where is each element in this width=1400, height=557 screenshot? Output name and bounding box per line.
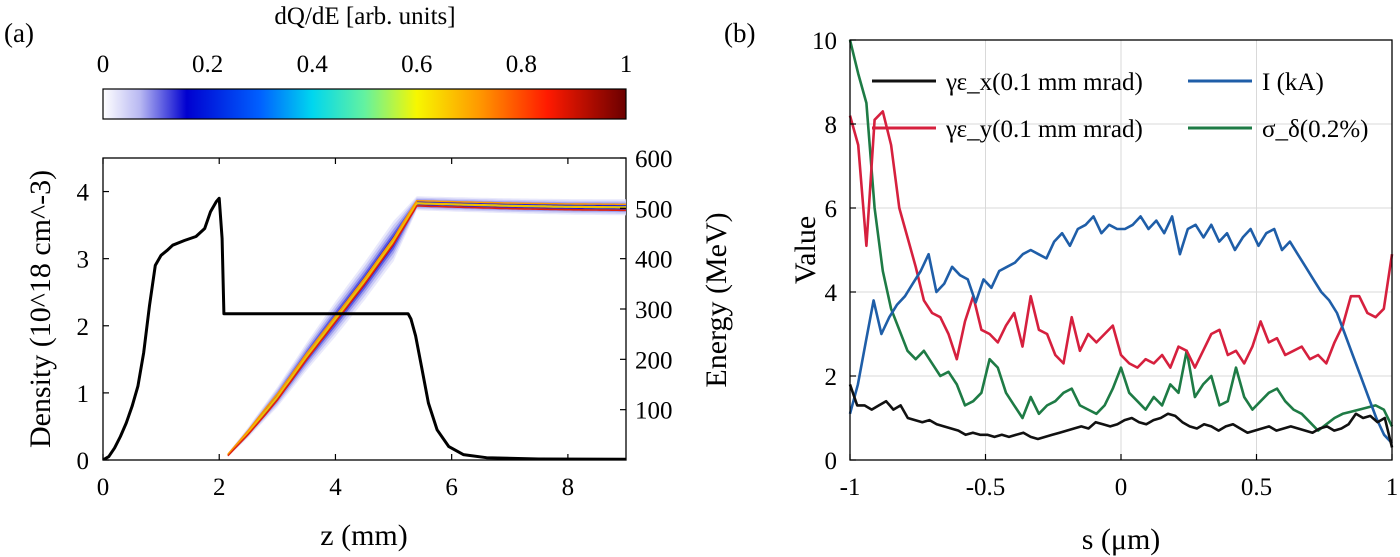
- y-tick-label: 4: [825, 280, 838, 307]
- colorbar-tick-label: 0.2: [192, 51, 223, 78]
- x-tick-label: -1: [840, 474, 861, 501]
- legend-label-emittance-y: γε_y(0.1 mm mrad): [945, 116, 1143, 143]
- y-right-tick-label: 200: [635, 347, 673, 374]
- x-tick-label: 8: [562, 474, 575, 501]
- y-right-tick-label: 100: [635, 398, 673, 425]
- series-energy-spread: [848, 39, 1394, 432]
- colorbar: dQ/dE [arb. units] 0 0.2 0.4 0.6 0.8 1: [97, 3, 633, 120]
- energy-spectrum-band: [227, 196, 626, 458]
- x-tick-label: 1: [1386, 474, 1399, 501]
- series-emittance-x: [848, 383, 1394, 448]
- x-tick-label: 6: [445, 474, 458, 501]
- density-line: [103, 196, 626, 460]
- y-right-tick-label: 400: [635, 247, 673, 274]
- energy-band-layer: [227, 202, 626, 456]
- y-tick-label: 8: [825, 112, 838, 139]
- x-tick-label: 2: [213, 474, 226, 501]
- y-tick-label: 4: [77, 180, 90, 207]
- y-tick-label: 6: [825, 196, 838, 223]
- energy-band-core-line: [227, 202, 626, 456]
- colorbar-tick-label: 0: [97, 51, 110, 78]
- x-tick-label: 0: [97, 474, 110, 501]
- series-current: [848, 215, 1393, 445]
- colorbar-tick-labels: 0 0.2 0.4 0.6 0.8 1: [97, 51, 633, 78]
- energy-band-layer: [227, 200, 626, 456]
- energy-band-layer: [227, 197, 626, 457]
- legend-label-energy-spread: σ_δ(0.2%): [1262, 116, 1368, 143]
- y-tick-label: 0: [77, 448, 90, 475]
- y-right-tick-label: 500: [635, 196, 673, 223]
- plot-a-ylabel: Density (10^18 cm^-3): [24, 170, 57, 448]
- y-right-tick-label: 600: [635, 146, 673, 173]
- energy-band-layer: [227, 196, 626, 458]
- y-tick-label: 2: [77, 314, 90, 341]
- x-tick-label: 0: [1115, 474, 1128, 501]
- y-tick-label: 3: [77, 247, 90, 274]
- plot-a-ylabel-right: Energy (MeV): [700, 212, 733, 387]
- colorbar-title: dQ/dE [arb. units]: [274, 3, 455, 30]
- colorbar-gradient: [102, 88, 627, 120]
- colorbar-tick-label: 0.6: [401, 51, 432, 78]
- energy-band-core-line: [227, 199, 626, 455]
- plot-b-ylabel: Value: [789, 216, 822, 284]
- colorbar-tick-label: 0.4: [297, 51, 329, 78]
- y-tick-label: 0: [825, 448, 838, 475]
- energy-band-core-line: [227, 205, 626, 457]
- colorbar-tick-label: 1: [620, 51, 633, 78]
- plot-b-legend: γε_x(0.1 mm mrad) I (kA) γε_y(0.1 mm mra…: [872, 69, 1368, 143]
- energy-band-layer: [227, 199, 626, 457]
- density-curve-group: [103, 196, 626, 460]
- panel-a-label: (a): [4, 18, 34, 48]
- plot-a-xlabel: z (mm): [320, 519, 407, 552]
- colorbar-tick-label: 0.8: [506, 51, 537, 78]
- panel-b-label: (b): [724, 18, 755, 48]
- x-tick-label: 4: [329, 474, 342, 501]
- y-tick-label: 2: [825, 364, 838, 391]
- plot-b-xlabel: s (μm): [1082, 523, 1161, 556]
- x-tick-label: -0.5: [966, 474, 1006, 501]
- y-right-tick-label: 300: [635, 297, 673, 324]
- legend-label-emittance-x: γε_x(0.1 mm mrad): [945, 69, 1143, 96]
- y-tick-label: 10: [812, 28, 837, 55]
- energy-band-layer: [227, 202, 626, 456]
- plot-a-ticks: 0 2 4 6 8 0 1 2 3 4 100 200 300 400 500 600: [77, 146, 673, 501]
- y-tick-label: 1: [77, 381, 90, 408]
- plot-b-grid: [849, 39, 1393, 461]
- series-emittance-y: [848, 110, 1394, 369]
- plot-b-series: [848, 39, 1394, 448]
- energy-band-layer: [227, 201, 626, 456]
- legend-label-current: I (kA): [1262, 69, 1324, 96]
- x-tick-label: 0.5: [1241, 474, 1272, 501]
